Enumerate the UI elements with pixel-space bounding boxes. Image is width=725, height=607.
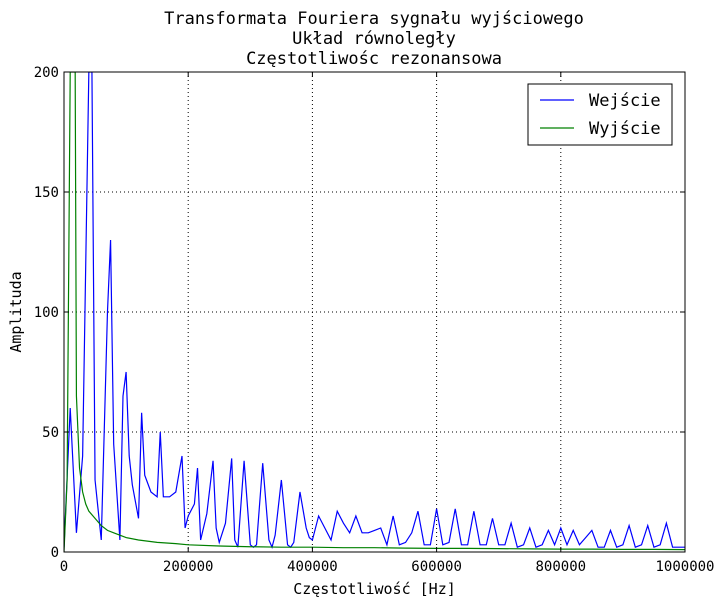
legend-label-2: Wyjście [589, 119, 661, 139]
x-tick-label: 200000 [163, 559, 214, 575]
legend-label-1: Wejście [589, 91, 661, 111]
title-line-3: Częstotliwośc rezonansowa [246, 49, 502, 69]
x-tick-label: 1000000 [655, 559, 714, 575]
title-line-1: Transformata Fouriera sygnału wyjścioweg… [164, 9, 584, 29]
chart-title: Transformata Fouriera sygnału wyjścioweg… [164, 9, 584, 69]
series-lines [64, 72, 685, 552]
x-tick-label: 0 [60, 559, 68, 575]
grid-lines [64, 72, 685, 552]
legend: Wejście Wyjście [527, 83, 673, 146]
x-tick-label: 600000 [411, 559, 462, 575]
legend-box [527, 83, 673, 146]
y-tick-label: 0 [51, 545, 59, 561]
x-tick-label: 800000 [536, 559, 587, 575]
y-axis-label: Amplituda [7, 271, 25, 352]
axis-ticks: 0 200000 400000 600000 800000 1000000 0 50 100 15… [34, 65, 715, 575]
y-tick-label: 200 [34, 65, 59, 81]
series-line-2 [64, 72, 685, 552]
x-axis-label: Częstotliwość [Hz] [293, 580, 456, 598]
y-tick-label: 100 [34, 305, 59, 321]
y-tick-label: 50 [42, 425, 59, 441]
x-tick-label: 400000 [287, 559, 338, 575]
series-line-1 [64, 72, 685, 550]
title-line-2: Układ równoległy [292, 29, 456, 49]
y-tick-label: 150 [34, 185, 59, 201]
